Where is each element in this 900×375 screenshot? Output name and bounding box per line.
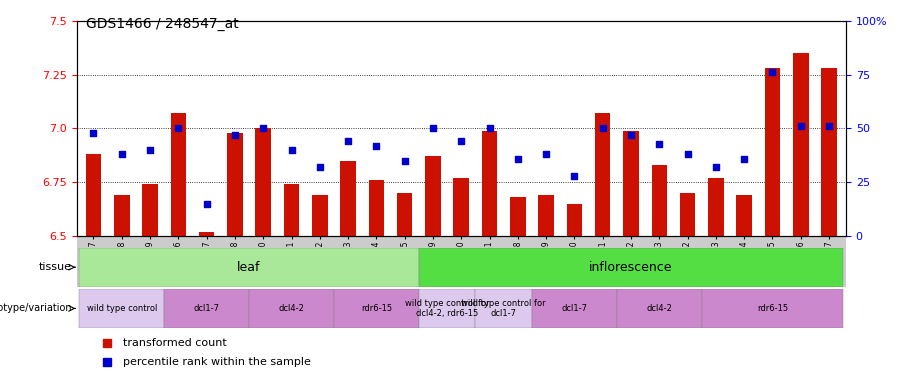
Bar — [454, 178, 469, 236]
Bar — [680, 193, 696, 236]
Point — [567, 173, 581, 179]
Bar — [312, 195, 328, 236]
Bar — [425, 156, 441, 236]
Bar — [736, 195, 752, 236]
Bar — [418, 248, 843, 287]
Bar — [532, 289, 616, 328]
Bar — [79, 248, 418, 287]
Text: genotype/variation: genotype/variation — [0, 303, 72, 313]
Text: inflorescence: inflorescence — [590, 261, 672, 274]
Text: rdr6-15: rdr6-15 — [361, 304, 392, 313]
Text: wild type control for
dcl4-2, rdr6-15: wild type control for dcl4-2, rdr6-15 — [405, 299, 490, 318]
Bar — [86, 154, 102, 236]
Text: dcl1-7: dcl1-7 — [562, 304, 588, 313]
Point — [539, 151, 554, 157]
Point — [652, 141, 667, 147]
Bar — [397, 193, 412, 236]
Point — [708, 164, 723, 170]
Bar — [475, 289, 532, 328]
Bar — [142, 184, 157, 236]
Bar — [623, 130, 639, 236]
Bar — [164, 289, 249, 328]
Point — [398, 158, 412, 164]
Point — [510, 156, 525, 162]
Bar — [793, 53, 808, 236]
Text: leaf: leaf — [238, 261, 261, 274]
Point — [171, 125, 185, 132]
Point — [454, 138, 468, 144]
Text: percentile rank within the sample: percentile rank within the sample — [122, 357, 310, 368]
Text: tissue: tissue — [39, 262, 72, 272]
Bar — [702, 289, 843, 328]
Bar — [199, 232, 214, 236]
Bar — [765, 68, 780, 236]
Point — [312, 164, 327, 170]
Point — [143, 147, 157, 153]
Bar — [595, 113, 610, 236]
Bar — [114, 195, 130, 236]
Bar — [249, 289, 334, 328]
Point — [624, 132, 638, 138]
Text: dcl4-2: dcl4-2 — [279, 304, 304, 313]
Text: dcl1-7: dcl1-7 — [194, 304, 220, 313]
Point — [86, 130, 101, 136]
Point — [200, 201, 214, 207]
Point — [822, 123, 836, 129]
Point — [482, 125, 497, 132]
Text: dcl4-2: dcl4-2 — [646, 304, 672, 313]
Text: rdr6-15: rdr6-15 — [757, 304, 788, 313]
Text: transformed count: transformed count — [122, 338, 227, 348]
Bar — [567, 204, 582, 236]
Bar — [369, 180, 384, 236]
Point — [680, 151, 695, 157]
Bar — [821, 68, 837, 236]
Point — [426, 125, 440, 132]
Bar — [482, 130, 498, 236]
Point — [369, 143, 383, 149]
Point — [284, 147, 299, 153]
Text: wild type control for
dcl1-7: wild type control for dcl1-7 — [462, 299, 546, 318]
Point — [114, 151, 129, 157]
Bar — [340, 161, 356, 236]
Bar — [284, 184, 300, 236]
Point — [256, 125, 270, 132]
Text: wild type control: wild type control — [86, 304, 157, 313]
Bar — [652, 165, 667, 236]
Bar — [171, 113, 186, 236]
Point — [794, 123, 808, 129]
Point — [596, 125, 610, 132]
Point — [737, 156, 751, 162]
Bar — [418, 289, 475, 328]
Bar — [256, 128, 271, 236]
Bar — [538, 195, 554, 236]
Bar — [510, 198, 526, 236]
Text: GDS1466 / 248547_at: GDS1466 / 248547_at — [86, 17, 238, 31]
Bar — [708, 178, 724, 236]
Point — [228, 132, 242, 138]
Bar — [616, 289, 702, 328]
Point — [765, 69, 779, 75]
Point — [341, 138, 356, 144]
Bar — [334, 289, 418, 328]
Bar — [79, 289, 164, 328]
Bar — [227, 133, 243, 236]
